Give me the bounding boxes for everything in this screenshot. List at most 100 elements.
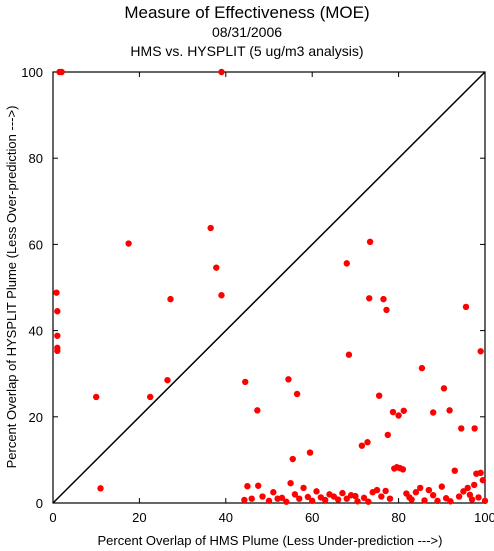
data-point [399,466,407,473]
chart-title: Measure of Effectiveness (MOE) [124,3,369,22]
data-point [417,484,424,492]
data-point [429,409,437,416]
data-point [97,485,104,492]
data-point [464,484,471,492]
x-tick-label: 20 [132,510,146,525]
y-tick-label: 20 [29,410,43,425]
data-point [304,493,312,501]
data-point [343,495,350,502]
data-point [53,289,60,296]
data-point [400,407,407,414]
data-point [309,497,316,505]
data-point [421,497,428,504]
data-point [291,491,299,498]
plot-area: 0 20 40 60 80 100 0 20 40 60 80 100 [21,65,494,525]
data-point [375,392,383,399]
data-point [451,467,458,474]
data-point [466,491,474,499]
y-tick-label: 100 [21,65,43,80]
data-point [438,483,445,490]
data-point [334,496,342,503]
data-point [447,498,454,505]
data-point [58,68,65,76]
data-point [218,68,225,76]
data-point [425,486,433,494]
data-point [360,494,368,502]
data-point [343,260,350,267]
data-point [386,495,394,502]
data-point [218,292,225,299]
data-point [481,497,489,505]
data-point [384,431,391,439]
data-point [293,390,301,398]
chart-analysis: HMS vs. HYSPLIT (5 ug/m3 analysis) [130,43,363,59]
data-point [412,489,420,496]
data-point [471,481,478,489]
y-tick-label: 0 [36,496,43,511]
data-point [270,489,277,496]
data-point [364,439,371,446]
data-point [259,493,266,500]
data-point [455,493,463,500]
data-point [477,348,484,355]
x-tick-label: 100 [474,510,494,525]
data-point [287,479,294,487]
data-point [125,240,132,247]
y-tick-label: 60 [29,237,43,252]
data-point [283,498,290,505]
data-point [241,496,248,504]
x-tick-label: 60 [305,510,319,525]
data-point [207,224,214,232]
data-point [389,408,397,416]
y-axis-label: Percent Overlap of HYSPLIT Plume (Less O… [4,106,19,469]
data-point [458,425,465,432]
data-point [345,351,353,358]
data-point [429,492,437,499]
data-point [477,469,484,477]
data-point [479,476,487,484]
data-point [373,486,381,494]
data-point [365,498,372,505]
data-point [475,494,482,501]
data-point [354,498,361,505]
data-point [462,303,470,311]
data-point [265,497,273,505]
data-point [418,364,426,372]
data-point [352,492,359,500]
data-point [167,295,174,303]
data-point [296,495,303,502]
data-point [358,442,366,449]
data-point [285,376,292,383]
x-tick-label: 80 [391,510,405,525]
data-point [93,393,100,401]
data-point [471,425,478,432]
x-tick-label: 40 [219,510,233,525]
diagonal-reference-line [52,71,486,504]
data-point [339,489,346,497]
data-point [366,295,373,302]
data-point [383,306,390,314]
data-point [460,488,467,495]
x-tick-label: 0 [49,510,56,525]
data-point [300,484,307,492]
data-point [213,264,220,271]
data-point [164,376,171,384]
data-point [382,487,389,495]
data-point [313,488,320,495]
data-point [147,393,154,401]
data-point [434,497,441,505]
data-point [254,407,261,414]
data-point [440,385,448,392]
data-point [446,407,453,414]
chart-date: 08/31/2006 [212,24,282,40]
data-point [289,455,296,463]
data-point [242,378,249,386]
data-point [395,412,402,419]
data-point [54,347,61,355]
data-point [408,496,415,503]
data-point [248,495,255,502]
data-point [54,308,61,315]
data-point [306,449,314,456]
data-point [278,494,286,502]
